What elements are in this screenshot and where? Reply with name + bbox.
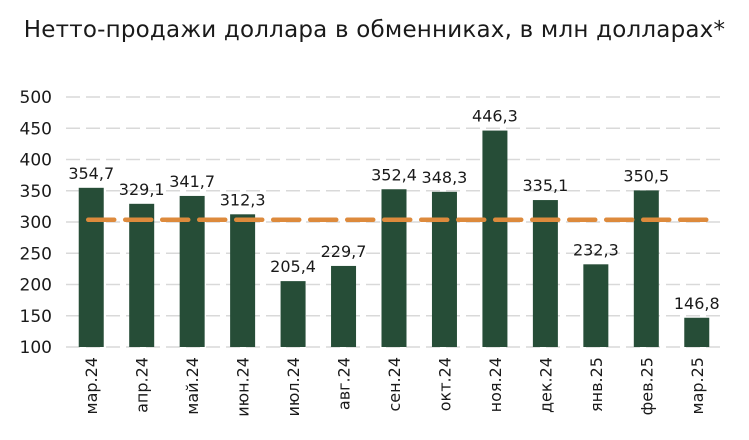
y-tick-label: 250 [20, 244, 52, 264]
y-axis-tick-labels: 100 150 200 250 300 350 400 450 500 [20, 88, 52, 358]
y-tick-label: 400 [20, 151, 52, 171]
x-tick-label: ноя.24 [486, 357, 505, 412]
data-label: 352,4 [371, 165, 417, 184]
data-label: 341,7 [169, 172, 215, 191]
data-labels: 354,7 329,1 341,7 312,3 205,4 229,7 352,4 348,3… [68, 107, 719, 313]
x-tick-label: июл.24 [284, 357, 303, 417]
data-label: 229,7 [321, 242, 367, 261]
x-tick-label: окт.24 [435, 357, 454, 411]
bar [482, 130, 508, 347]
x-tick-label: сен.24 [385, 357, 404, 412]
x-tick-label: май.24 [183, 357, 202, 415]
x-tick-label: мар.25 [688, 357, 707, 414]
data-label: 348,3 [422, 168, 468, 187]
bar [129, 203, 155, 347]
x-tick-label: июн.24 [234, 357, 253, 417]
bar [431, 191, 457, 347]
x-tick-label: фев.25 [637, 357, 656, 415]
chart-title-text: Нетто-продажи доллара в обменниках, в мл… [23, 17, 726, 43]
data-label: 335,1 [522, 176, 568, 195]
y-tick-label: 300 [20, 213, 52, 233]
data-label: 146,8 [674, 294, 720, 313]
chart-title: Нетто-продажи доллара в обменниках, в мл… [0, 16, 749, 44]
bar [583, 264, 609, 347]
x-tick-label: дек.24 [536, 357, 555, 413]
x-tick-label: авг.24 [335, 357, 354, 410]
bar [280, 281, 306, 347]
bar [381, 189, 407, 347]
bar [78, 187, 104, 347]
bar [684, 317, 710, 347]
y-tick-label: 100 [20, 338, 52, 358]
bar [331, 265, 357, 347]
data-label: 205,4 [270, 257, 316, 276]
x-axis-category-labels: мар.24 апр.24 май.24 июн.24 июл.24 авг.24 сен.… [82, 357, 707, 417]
x-tick-label: янв.25 [587, 357, 606, 412]
data-label: 329,1 [119, 180, 165, 199]
x-tick-label: апр.24 [133, 357, 152, 413]
y-tick-label: 350 [20, 182, 52, 202]
y-tick-label: 150 [20, 307, 52, 327]
y-tick-label: 450 [20, 119, 52, 139]
data-label: 446,3 [472, 107, 518, 126]
bars [78, 130, 710, 347]
bar [532, 200, 558, 347]
bar [230, 214, 256, 347]
data-label: 354,7 [68, 164, 114, 183]
y-tick-label: 500 [20, 88, 52, 108]
bar [633, 190, 659, 347]
data-label: 312,3 [220, 190, 266, 209]
data-label: 232,3 [573, 240, 619, 259]
x-tick-label: мар.24 [82, 357, 101, 414]
data-label: 350,5 [623, 166, 669, 185]
y-tick-label: 200 [20, 276, 52, 296]
